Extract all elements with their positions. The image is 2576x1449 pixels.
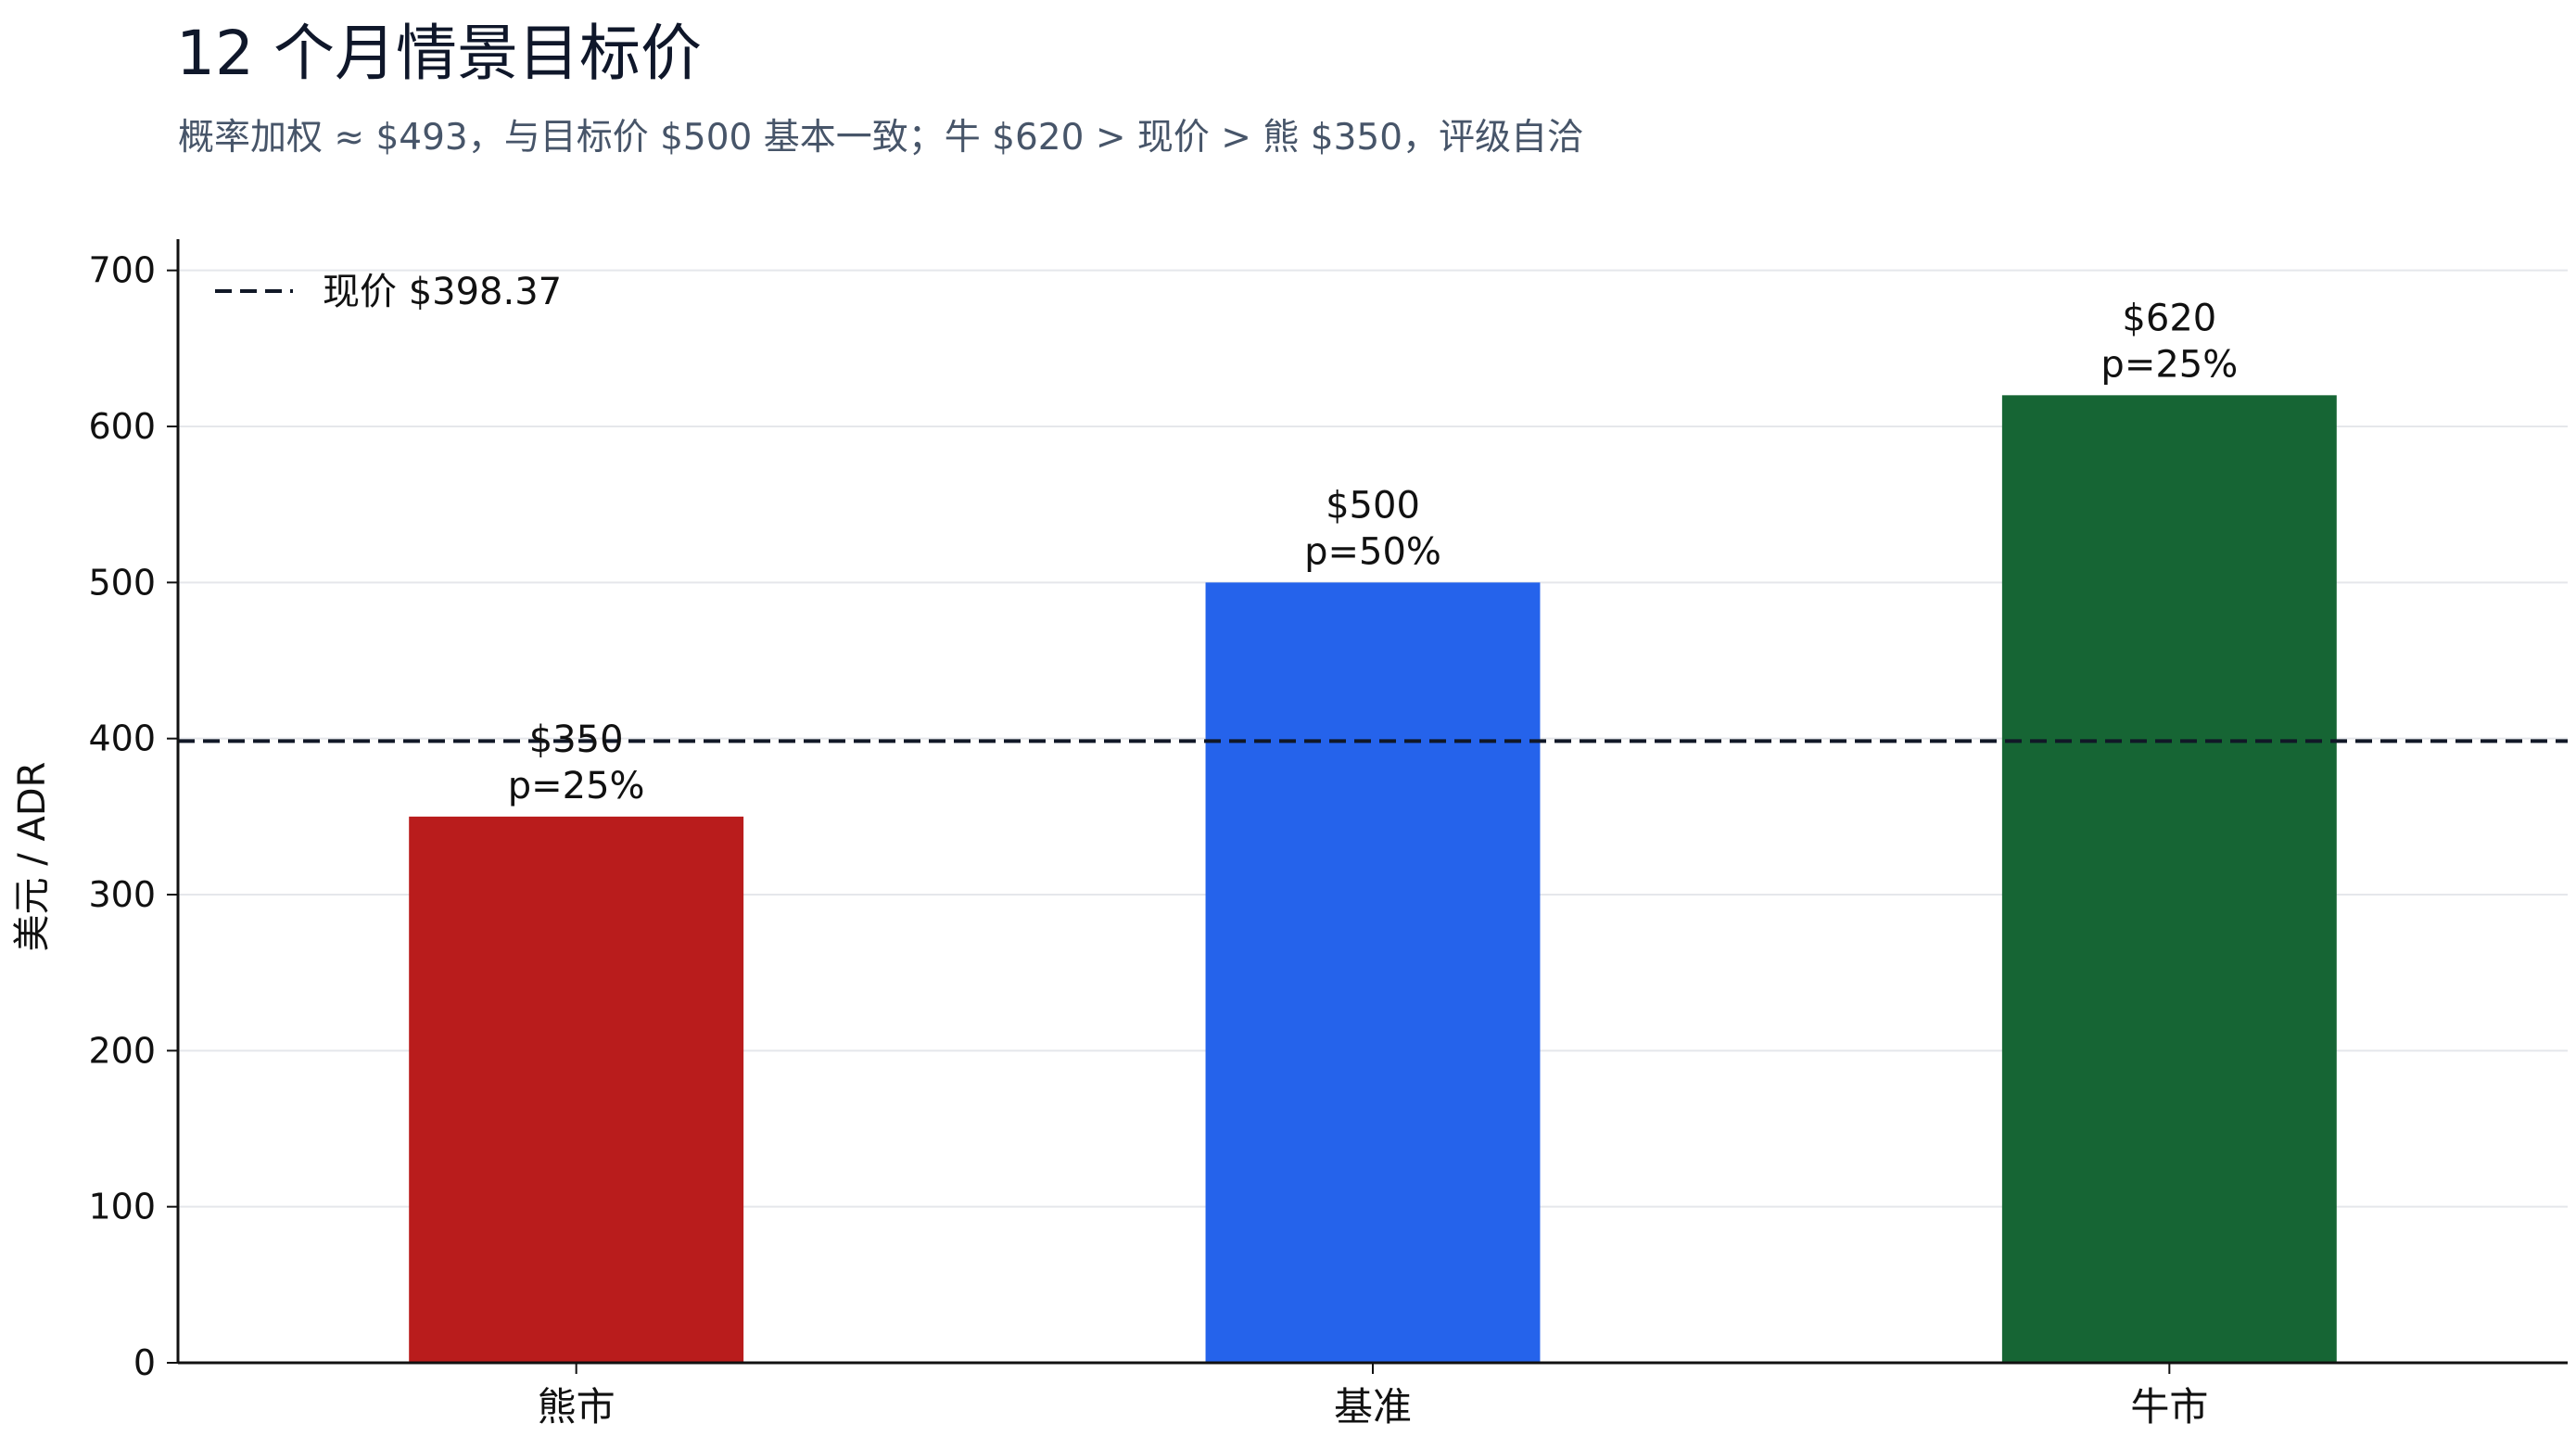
bars (409, 395, 2337, 1363)
legend: 现价 $398.37 (215, 271, 562, 313)
bar-price-label: $500 (1326, 484, 1420, 527)
bar-3 (2001, 395, 2337, 1363)
bar-prob-label: p=25% (508, 765, 645, 807)
y-tick-label: 200 (88, 1030, 156, 1071)
y-tick-label: 600 (88, 406, 156, 447)
y-tick-label: 100 (88, 1187, 156, 1227)
y-tick-label: 700 (88, 250, 156, 291)
chart-subtitle: 概率加权 ≈ $493，与目标价 $500 基本一致；牛 $620 > 现价 >… (178, 117, 1584, 159)
bar-1 (409, 816, 744, 1363)
bar-price-label: $620 (2122, 297, 2216, 339)
y-tick-label: 300 (88, 874, 156, 915)
bar-prob-label: p=25% (2100, 343, 2238, 386)
y-tick-label: 500 (88, 562, 156, 603)
x-category-label: 熊市 (538, 1384, 615, 1430)
x-category-label: 牛市 (2130, 1384, 2208, 1430)
legend-label: 现价 $398.37 (323, 271, 562, 313)
axes: 0 100 200 300 400 500 600 700 熊市 基准 牛市 美元 / ADR (11, 239, 2568, 1430)
y-tick-label: 0 (133, 1342, 156, 1383)
y-tick-label: 400 (88, 718, 156, 759)
bar-2 (1205, 582, 1541, 1363)
chart-title: 12 个月情景目标价 (176, 18, 702, 89)
bar-prob-label: p=50% (1304, 530, 1441, 573)
y-axis-title: 美元 / ADR (11, 762, 54, 952)
bar-price-label: $350 (529, 718, 624, 761)
x-category-label: 基准 (1334, 1384, 1412, 1430)
